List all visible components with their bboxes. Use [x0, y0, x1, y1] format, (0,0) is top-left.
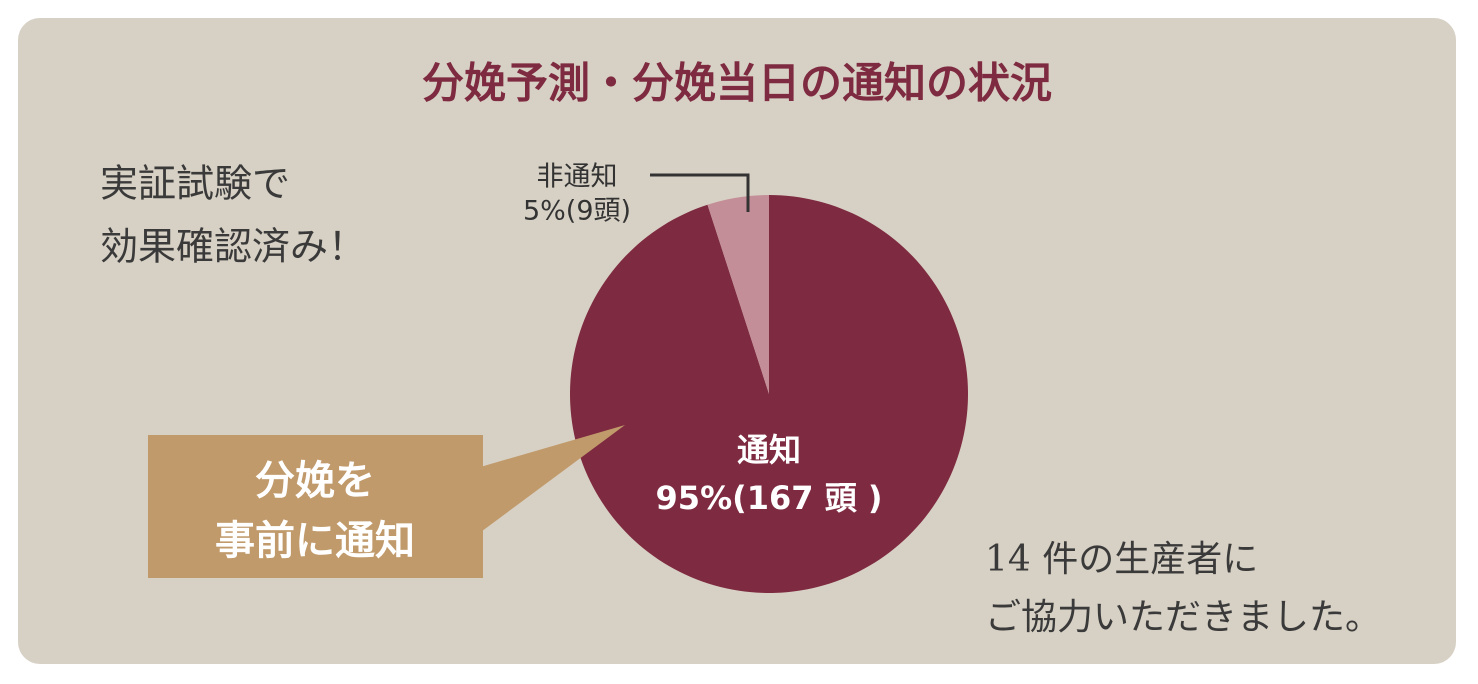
slice-category: 非通知: [537, 162, 618, 193]
side-note: 効果確認済み！: [100, 225, 366, 269]
pie: [570, 195, 968, 593]
callout-pointer: [470, 425, 625, 540]
pie-slice: [707, 195, 769, 394]
slice-value-label: 95%(167 頭 ): [656, 479, 883, 517]
slice-value-label: 5%(9頭): [523, 196, 631, 227]
leader-line: [650, 173, 750, 212]
side-note: 実証試験で: [100, 162, 290, 206]
callout-text: 分娩を: [255, 458, 375, 504]
footnote: 14 件の生産者に: [985, 539, 1258, 580]
slice-category: 通知: [737, 431, 801, 469]
callout-box: [148, 435, 483, 578]
chart-title: 分娩予測・分娩当日の通知の状況: [422, 59, 1052, 108]
footnote: ご協力いただきました。: [985, 597, 1381, 638]
callout-text: 事前に通知: [215, 518, 415, 564]
